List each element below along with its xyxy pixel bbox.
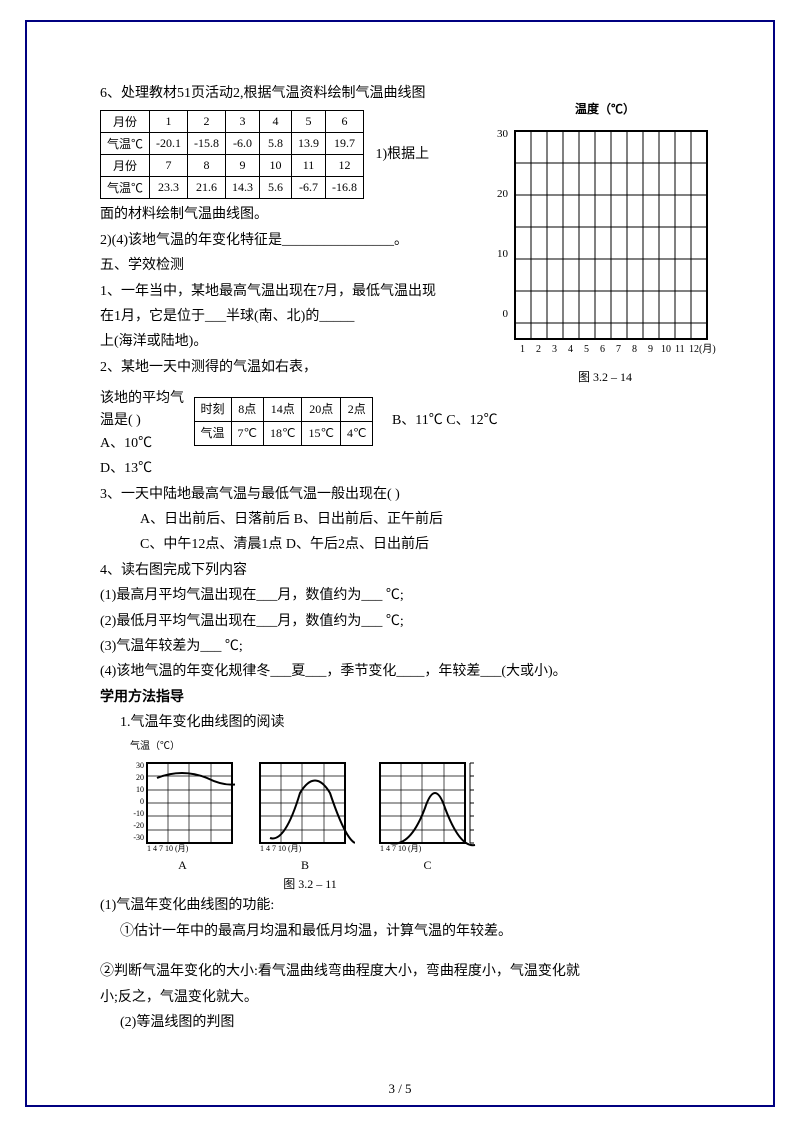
mini-label-a: A bbox=[130, 858, 235, 873]
sec5-q4-1: (1)最高月平均气温出现在___月，数值约为___ ℃; bbox=[100, 585, 720, 607]
svg-text:10: 10 bbox=[497, 248, 509, 260]
svg-text:5: 5 bbox=[584, 344, 589, 355]
grid-chart-svg: 30 20 10 0 1 2 bbox=[490, 119, 720, 359]
sec5-q4-3: (3)气温年较差为___ ℃; bbox=[100, 636, 720, 658]
svg-text:9: 9 bbox=[648, 344, 653, 355]
methods-p1: 1.气温年变化曲线图的阅读 bbox=[100, 712, 720, 734]
svg-text:6: 6 bbox=[600, 344, 605, 355]
svg-text:10: 10 bbox=[661, 344, 671, 355]
svg-text:12(月): 12(月) bbox=[689, 343, 716, 355]
sec5-q2c: 温是( ) bbox=[100, 413, 141, 428]
sec5-q4-2: (2)最低月平均气温出现在___月，数值约为___ ℃; bbox=[100, 611, 720, 633]
svg-text:1 4 7 10 (月): 1 4 7 10 (月) bbox=[380, 844, 422, 853]
svg-text:-30: -30 bbox=[133, 833, 144, 842]
mini-chart-a: 30 20 10 0 -10 -20 -30 bbox=[130, 758, 235, 873]
svg-text:3: 3 bbox=[552, 344, 557, 355]
sec5-optD: D、13℃ bbox=[100, 458, 720, 480]
sec5-q4: 4、读右图完成下列内容 bbox=[100, 560, 720, 582]
svg-text:20: 20 bbox=[136, 773, 144, 782]
methods-heading: 学用方法指导 bbox=[100, 687, 720, 709]
main-content: 温度（℃） 30 20 10 0 bbox=[100, 80, 720, 1037]
page-number: 3 / 5 bbox=[0, 1081, 800, 1097]
svg-text:30: 30 bbox=[136, 761, 144, 770]
q6-p1a: 1)根据上 bbox=[376, 147, 430, 162]
sec5-q3a: A、日出前后、日落前后 B、日出前后、正午前后 bbox=[100, 509, 720, 531]
svg-text:7: 7 bbox=[616, 344, 621, 355]
methods-p4: ②判断气温年变化的大小:看气温曲线弯曲程度大小，弯曲程度小，气温变化就 bbox=[100, 961, 720, 983]
mini-charts-row: 30 20 10 0 -10 -20 -30 bbox=[130, 758, 720, 873]
svg-text:8: 8 bbox=[632, 344, 637, 355]
sec5-q3: 3、一天中陆地最高气温与最低气温一般出现在( ) bbox=[100, 484, 720, 506]
methods-p3: ①估计一年中的最高月均温和最低月均温，计算气温的年较差。 bbox=[100, 921, 720, 943]
svg-text:1: 1 bbox=[520, 344, 525, 355]
sec5-q2-row: 该地的平均气 温是( ) A、10℃ 时刻8点14点20点2点 气温7℃18℃1… bbox=[100, 388, 720, 455]
svg-text:20: 20 bbox=[497, 188, 509, 200]
mini-label-c: C bbox=[375, 858, 480, 873]
svg-text:0: 0 bbox=[140, 797, 144, 806]
svg-text:-20: -20 bbox=[133, 821, 144, 830]
sec5-optB: B、11℃ C、12℃ bbox=[392, 413, 498, 428]
mini-chart-title: 气温（℃） bbox=[130, 737, 720, 752]
grid-chart-title: 温度（℃） bbox=[490, 100, 720, 117]
mini-chart-b: 1 4 7 10 (月) B bbox=[255, 758, 355, 873]
svg-text:-10: -10 bbox=[133, 809, 144, 818]
svg-text:10: 10 bbox=[136, 785, 144, 794]
methods-p2: (1)气温年变化曲线图的功能: bbox=[100, 895, 720, 917]
q2-table: 时刻8点14点20点2点 气温7℃18℃15℃4℃ bbox=[194, 397, 374, 446]
sec5-q3b: C、中午12点、清晨1点 D、午后2点、日出前后 bbox=[100, 534, 720, 556]
mini-caption: 图 3.2 – 11 bbox=[130, 875, 490, 892]
svg-text:4: 4 bbox=[568, 344, 573, 355]
svg-text:1 4 7 10 (月): 1 4 7 10 (月) bbox=[147, 844, 189, 853]
svg-text:30: 30 bbox=[497, 128, 509, 140]
temperature-grid-chart: 温度（℃） 30 20 10 0 bbox=[490, 100, 720, 385]
sec5-q4-4: (4)该地气温的年变化规律冬___夏___，季节变化____，年较差___(大或… bbox=[100, 661, 720, 683]
methods-p5: (2)等温线图的判图 bbox=[100, 1012, 720, 1034]
sec5-optA: A、10℃ bbox=[100, 436, 152, 451]
mini-chart-c: 1 4 7 10 (月) C bbox=[375, 758, 480, 873]
svg-text:2: 2 bbox=[536, 344, 541, 355]
svg-text:0: 0 bbox=[503, 308, 509, 320]
mini-label-b: B bbox=[255, 858, 355, 873]
sec5-q2b: 该地的平均气 bbox=[100, 391, 184, 406]
q6-table: 月份123456 气温℃-20.1-15.8-6.05.813.919.7 月份… bbox=[100, 110, 364, 199]
methods-p4b: 小;反之，气温变化就大。 bbox=[100, 987, 720, 1009]
grid-chart-caption: 图 3.2 – 14 bbox=[490, 368, 720, 385]
svg-text:11: 11 bbox=[675, 344, 685, 355]
svg-text:1 4 7 10 (月): 1 4 7 10 (月) bbox=[260, 844, 302, 853]
